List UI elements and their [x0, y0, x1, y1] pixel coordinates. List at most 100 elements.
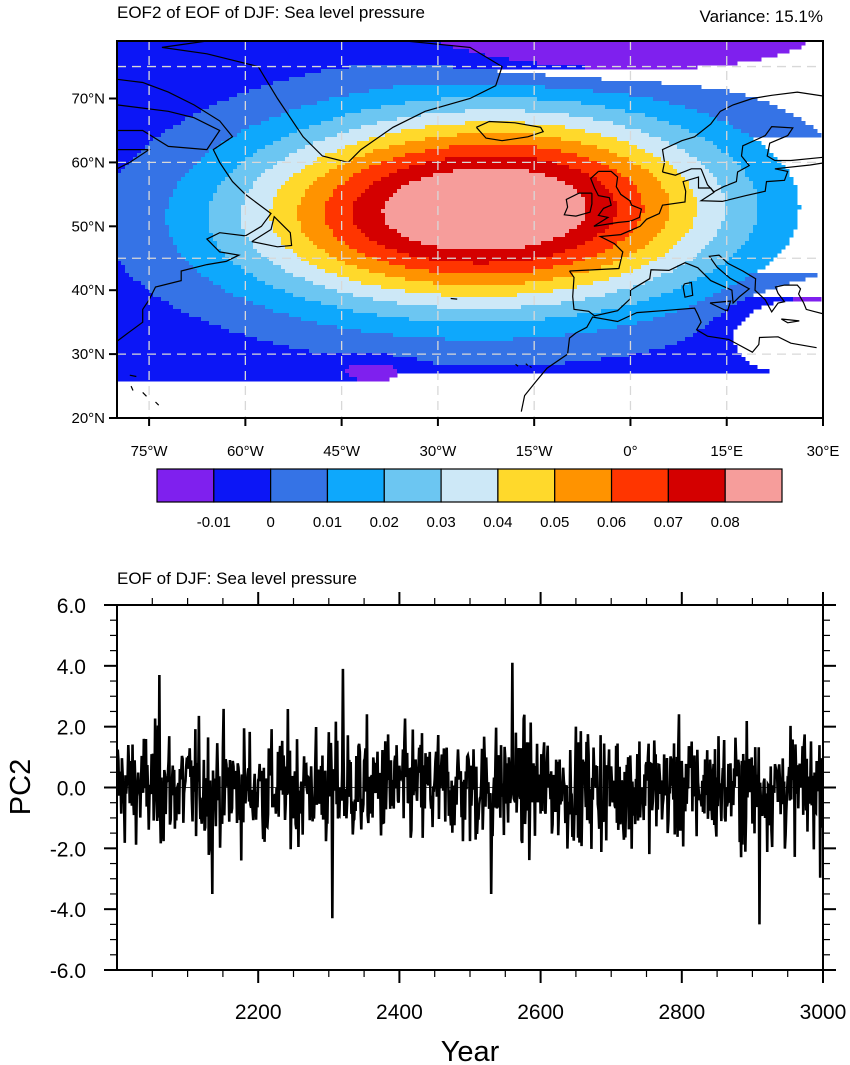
contour-cell: [741, 245, 786, 250]
contour-cell: [533, 269, 590, 274]
contour-cell: [209, 213, 242, 218]
map-y-tick-label: 70°N: [71, 91, 105, 108]
contour-cell: [117, 213, 166, 218]
contour-cell: [557, 161, 602, 166]
contour-cell: [757, 197, 798, 202]
contour-cell: [389, 225, 578, 230]
contour-cell: [525, 245, 578, 250]
contour-cell: [289, 109, 362, 114]
contour-cell: [553, 253, 598, 258]
contour-cell: [201, 157, 246, 162]
contour-cell: [689, 305, 730, 310]
contour-cell: [117, 69, 322, 74]
contour-cell: [181, 253, 226, 258]
y-tick-label: 2.0: [57, 717, 86, 740]
contour-cell: [705, 165, 742, 170]
map-y-tick-label: 20°N: [71, 410, 105, 427]
contour-cell: [749, 273, 818, 278]
contour-cell: [389, 197, 586, 202]
contour-cell: [289, 345, 666, 350]
x-tick-label: 2600: [517, 1001, 564, 1024]
contour-cell: [753, 225, 798, 230]
coastline-segment: [155, 401, 160, 406]
contour-cell: [245, 201, 274, 206]
contour-cell: [597, 253, 630, 258]
contour-cell: [365, 233, 402, 238]
contour-cell: [245, 297, 306, 302]
contour-cell: [669, 121, 730, 126]
contour-cell: [273, 205, 298, 210]
x-tick-label: 3000: [800, 1001, 847, 1024]
contour-cell: [117, 221, 166, 226]
contour-cell: [117, 45, 454, 50]
contour-cell: [669, 217, 694, 222]
contour-cell: [269, 217, 298, 222]
contour-cell: [305, 193, 334, 198]
contour-cell: [453, 169, 530, 174]
timeseries-x-axis: 2200 2400 2600 2800 3000: [105, 592, 846, 1024]
contour-cell: [269, 213, 298, 218]
contour-cell: [117, 313, 190, 318]
contour-cell: [585, 257, 622, 262]
contour-cell: [617, 169, 650, 174]
contour-cell: [257, 177, 290, 182]
contour-cell: [213, 233, 246, 238]
contour-cell: [277, 193, 306, 198]
map-x-tick-label: 30°W: [419, 443, 457, 460]
contour-cell: [593, 117, 658, 122]
contour-cell: [637, 189, 666, 194]
contour-cell: [117, 193, 174, 198]
map-y-axis: 20°N 30°N 40°N 50°N 60°N 70°N: [71, 91, 117, 427]
contour-cell: [725, 213, 758, 218]
contour-cell: [645, 209, 670, 214]
contour-cell: [137, 153, 206, 158]
contour-cell: [117, 41, 442, 46]
contour-cell: [613, 121, 670, 126]
contour-cell: [617, 289, 674, 294]
contour-cell: [713, 293, 754, 298]
contour-cell: [285, 289, 338, 294]
contour-cell: [625, 109, 698, 114]
contour-cell: [197, 269, 246, 274]
contour-cell: [405, 289, 554, 294]
contour-cell: [117, 49, 470, 54]
contour-cell: [525, 109, 626, 114]
contour-cell: [717, 117, 802, 122]
contour-cell: [649, 297, 706, 302]
contour-cell: [229, 257, 270, 262]
contour-cell: [689, 129, 742, 134]
contour-cell: [285, 181, 314, 186]
contour-cell: [149, 141, 222, 146]
contour-cell: [289, 177, 318, 182]
contour-cell: [289, 153, 326, 158]
coastline-segment: [661, 91, 823, 173]
contour-cell: [117, 301, 170, 306]
contour-cell: [121, 169, 190, 174]
contour-cell: [589, 173, 622, 178]
contour-cell: [629, 157, 662, 162]
contour-cell: [265, 169, 302, 174]
contour-cell: [225, 253, 262, 258]
contour-cell: [741, 129, 818, 134]
contour-cell: [445, 157, 538, 162]
contour-cell: [393, 365, 758, 370]
x-axis-label: Year: [441, 1036, 500, 1065]
contour-cell: [117, 245, 178, 250]
contour-cell: [325, 173, 354, 178]
contour-cell: [189, 313, 290, 318]
contour-cell: [149, 289, 226, 294]
contour-cell: [657, 117, 718, 122]
contour-cell: [645, 113, 710, 118]
contour-cell: [737, 281, 790, 286]
contour-cell: [357, 197, 390, 202]
contour-cell: [577, 153, 618, 158]
contour-cell: [217, 245, 254, 250]
contour-cell: [753, 185, 798, 190]
map-x-tick-label: 15°W: [516, 443, 554, 460]
contour-cell: [489, 261, 574, 266]
contour-cell: [617, 153, 654, 158]
contour-cell: [301, 169, 330, 174]
contour-cell: [317, 265, 358, 270]
contour-cell: [345, 181, 374, 186]
contour-cell: [353, 309, 602, 314]
